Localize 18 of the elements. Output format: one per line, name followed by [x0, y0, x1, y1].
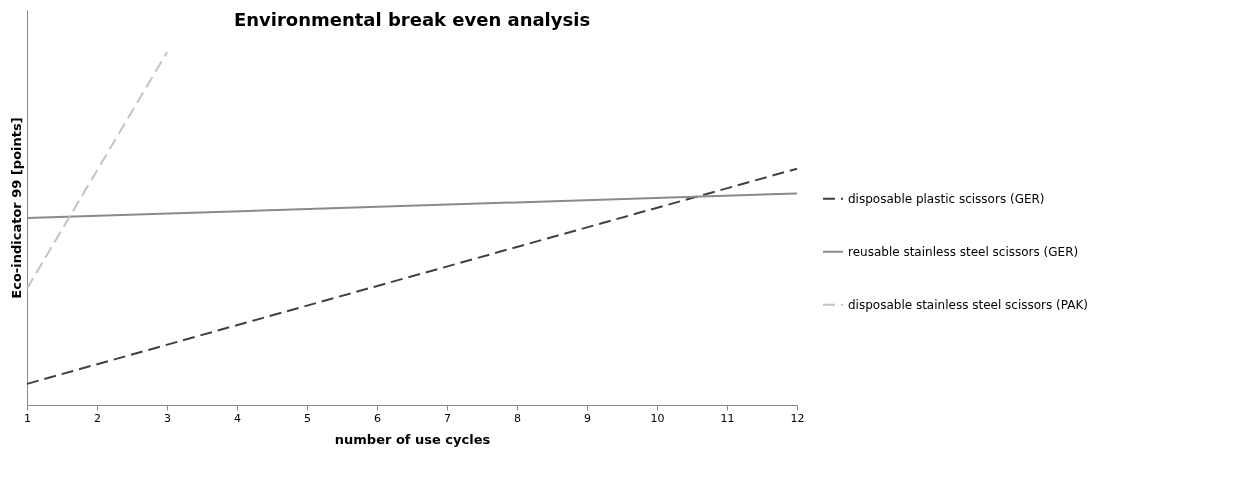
y-axis-title: Eco-indicator 99 [points] — [8, 117, 24, 299]
x-tick-label: 3 — [164, 411, 171, 425]
x-tick-label: 1 — [24, 411, 31, 425]
x-tick-label: 7 — [444, 411, 451, 425]
legend-label: reusable stainless steel scissors (GER) — [848, 244, 1079, 259]
chart-title: Environmental break even analysis — [233, 9, 591, 30]
x-tick-label: 9 — [584, 411, 591, 425]
x-tick-label: 4 — [234, 411, 241, 425]
x-axis-title: number of use cycles — [334, 431, 491, 447]
x-tick-label: 2 — [94, 411, 101, 425]
legend-label: disposable plastic scissors (GER) — [848, 191, 1045, 206]
x-tick-label: 8 — [514, 411, 521, 425]
x-tick-label: 12 — [790, 411, 805, 425]
legend-label: disposable stainless steel scissors (PAK) — [848, 297, 1089, 312]
x-tick-label: 10 — [650, 411, 665, 425]
x-tick-label: 6 — [374, 411, 381, 425]
x-tick-label: 5 — [304, 411, 311, 425]
x-tick-label: 11 — [720, 411, 735, 425]
